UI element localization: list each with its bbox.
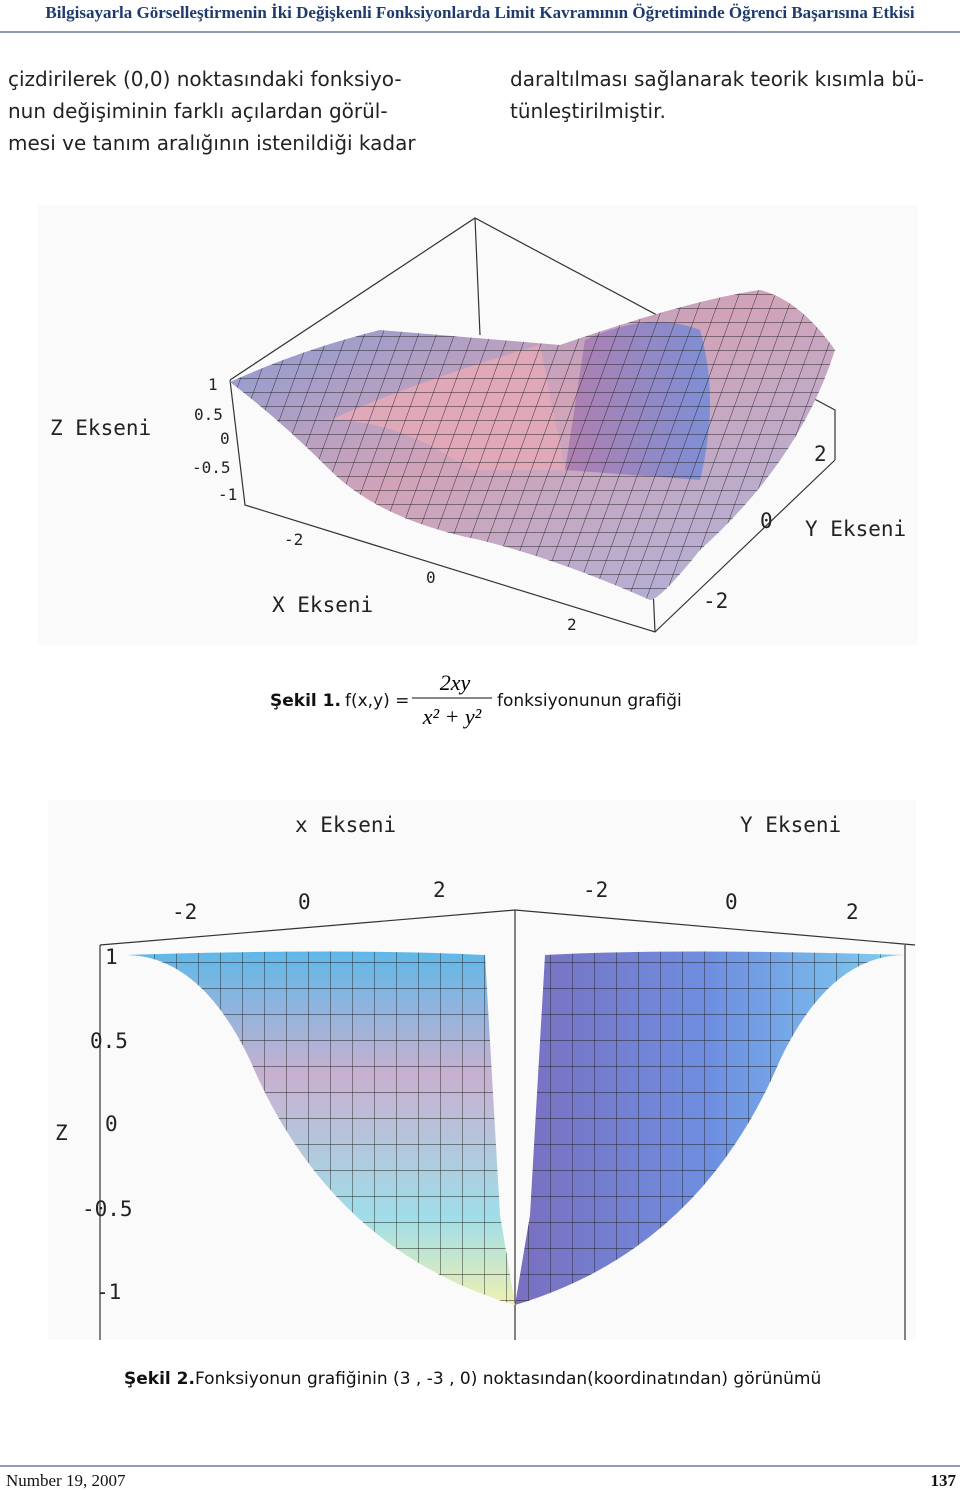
figure-2: x Ekseni Y Ekseni -2 0 2 -2 0 2 Z 1 0.5 …: [48, 800, 916, 1340]
running-header: Bilgisayarla Görselleştirmenin İki Değiş…: [45, 3, 915, 22]
y-tick-label: 2: [814, 442, 827, 466]
bounding-box: [229, 217, 836, 633]
caption-2: Şekil 2. Fonksiyonun grafiğinin (3 , -3 …: [124, 1369, 821, 1389]
x-tick-label: 0: [298, 890, 311, 914]
caption-label: Şekil 2.: [124, 1369, 195, 1389]
y-axis-label: Y Ekseni: [740, 813, 841, 837]
z-axis-label: Z: [55, 1121, 68, 1145]
z-tick-label: -0.5: [192, 458, 231, 477]
footer-issue: Number 19, 2007: [6, 1471, 126, 1490]
z-tick-label: 0: [220, 429, 230, 448]
formula-numerator: 2xy: [440, 670, 471, 695]
y-tick-label: -2: [703, 589, 728, 613]
surface-mesh: [230, 290, 835, 600]
x-tick-label: -2: [172, 900, 197, 924]
caption-1: Şekil 1. f(x,y) = 2xy x² + y² fonksiyonu…: [270, 670, 682, 729]
z-tick-label: 0.5: [194, 405, 223, 424]
caption-text: Fonksiyonun grafiğinin (3 , -3 , 0) nokt…: [195, 1369, 821, 1389]
surface-mesh: [125, 951, 905, 1305]
y-tick-label: -2: [583, 878, 608, 902]
x-axis-label: x Ekseni: [295, 813, 396, 837]
x-tick-label: 2: [433, 878, 446, 902]
z-tick-label: 1: [208, 375, 218, 394]
bounding-box: [99, 909, 916, 1340]
z-tick-label: 1: [105, 945, 118, 969]
z-tick-label: -1: [96, 1280, 121, 1304]
y-tick-label: 0: [725, 890, 738, 914]
z-tick-label: -0.5: [82, 1197, 133, 1221]
text-line: nun değişiminin farklı açılardan görül-: [8, 99, 388, 123]
z-tick-label: 0.5: [90, 1029, 128, 1053]
x-tick-label: 0: [426, 568, 436, 587]
z-axis-label: Z Ekseni: [50, 416, 151, 440]
page-number: 137: [931, 1471, 957, 1490]
z-tick-label: 0: [105, 1112, 118, 1136]
z-tick-label: -1: [218, 485, 237, 504]
text-line: daraltılması sağlanarak teorik kısımla b…: [510, 67, 924, 91]
x-tick-label: -2: [284, 530, 303, 549]
formula-lhs: f(x,y) =: [345, 691, 409, 711]
x-axis-label: X Ekseni: [272, 593, 373, 617]
y-tick-label: 2: [846, 900, 859, 924]
caption-label: Şekil 1.: [270, 691, 341, 711]
text-line: mesi ve tanım aralığının istenildiği kad…: [8, 131, 416, 155]
formula-denominator: x² + y²: [422, 704, 482, 729]
text-line: çizdirilerek (0,0) noktasındaki fonksiyo…: [8, 67, 402, 91]
figure-1: Z Ekseni 1 0.5 0 -0.5 -1 -2 0 2 X Ekseni…: [38, 205, 918, 645]
y-tick-label: 0: [760, 509, 773, 533]
caption-text: fonksiyonunun grafiği: [497, 691, 682, 711]
y-axis-label: Y Ekseni: [805, 517, 906, 541]
x-tick-label: 2: [567, 615, 577, 634]
text-line: tünleştirilmiştir.: [510, 99, 666, 123]
